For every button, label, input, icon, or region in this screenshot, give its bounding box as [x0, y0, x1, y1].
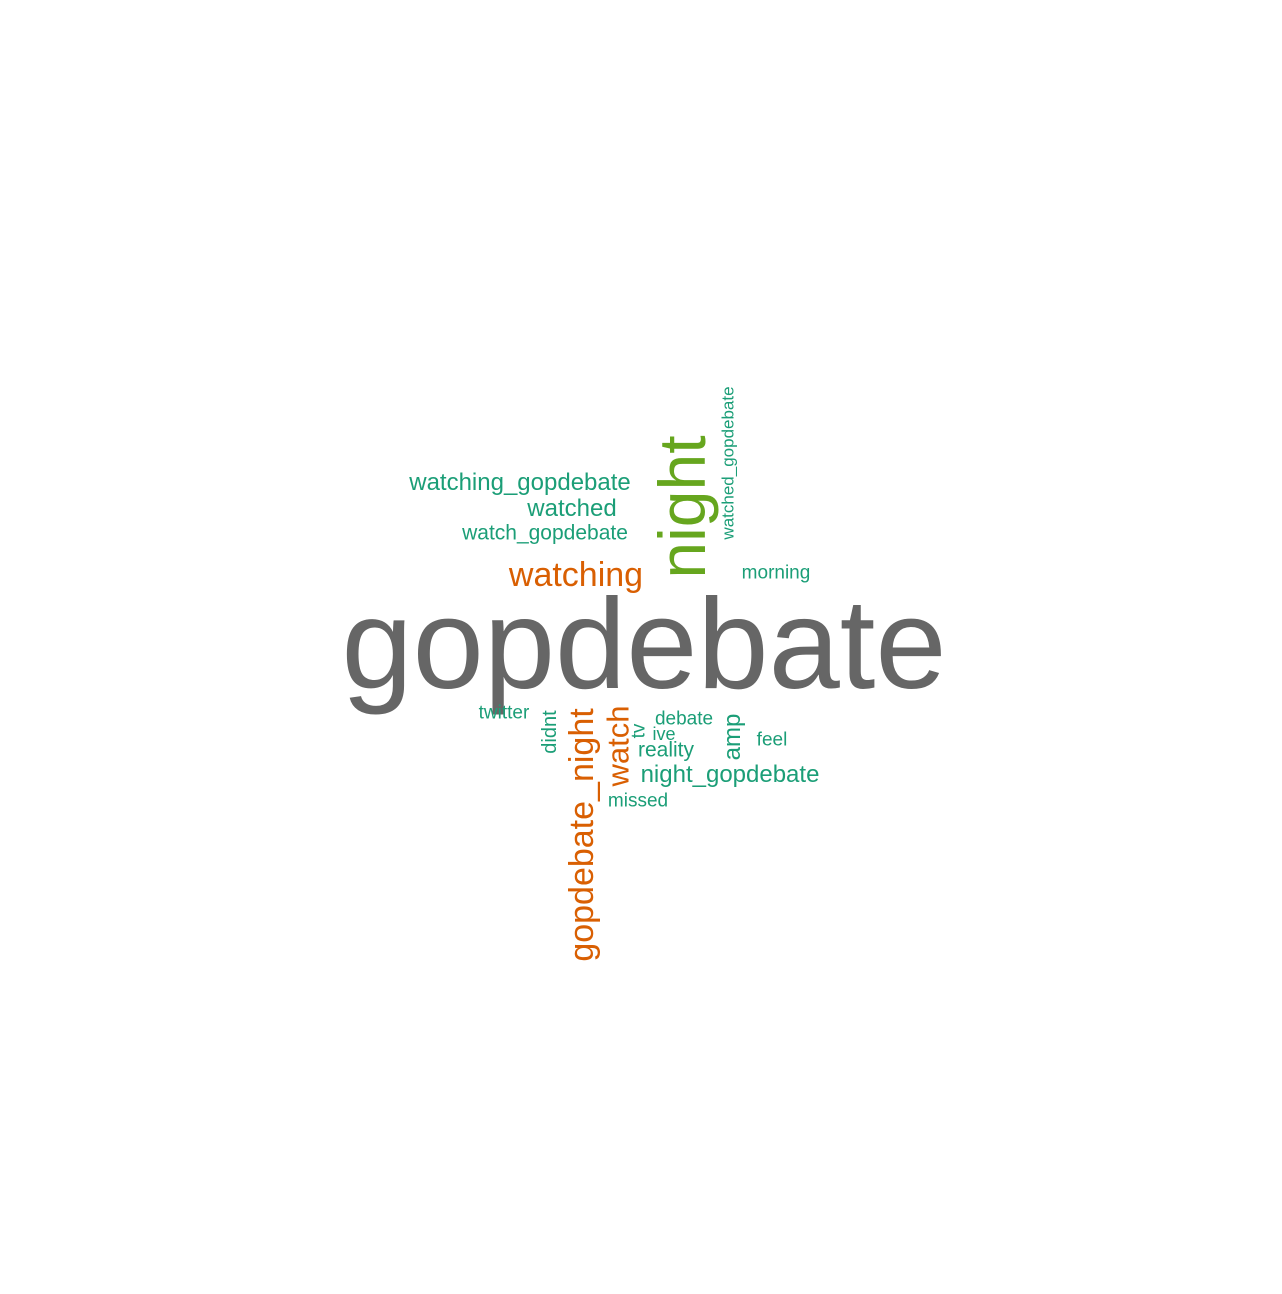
- word-watch: watch: [600, 705, 636, 787]
- word-watching: watching: [508, 556, 644, 594]
- word-ive: ive: [652, 724, 676, 744]
- word-watch-gopdebate: watch_gopdebate: [462, 521, 628, 545]
- word-amp: amp: [719, 713, 746, 761]
- word-reality: reality: [637, 738, 695, 762]
- word-night: night: [645, 435, 719, 579]
- word-watched-gopdebate: watched_gopdebate: [718, 386, 738, 540]
- word-watching-gopdebate: watching_gopdebate: [409, 469, 631, 496]
- word-tv: tv: [628, 723, 650, 739]
- word-didnt: didnt: [539, 710, 561, 754]
- word-debate: debate: [654, 708, 714, 730]
- word-night-gopdebate: night_gopdebate: [640, 761, 820, 788]
- word-morning: morning: [741, 562, 811, 584]
- word-twitter: twitter: [478, 702, 530, 724]
- word-gopdebate: gopdebate: [341, 573, 947, 716]
- word-feel: feel: [756, 729, 788, 751]
- word-missed: missed: [607, 790, 669, 812]
- word-watched: watched: [527, 495, 617, 522]
- word-gopdebate-night: gopdebate_night: [563, 708, 601, 962]
